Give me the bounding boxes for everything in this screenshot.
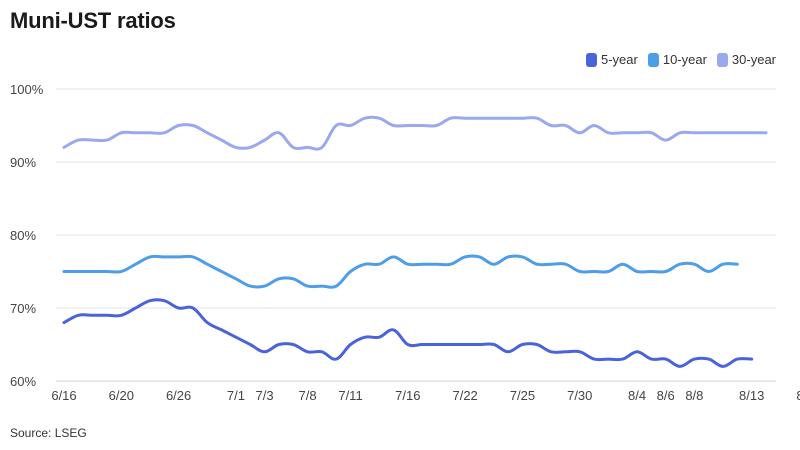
x-tick-label: 7/11 <box>338 388 362 403</box>
x-tick-label: 8/13 <box>739 388 764 403</box>
series-line-10-year <box>62 254 739 289</box>
y-tick-label: 80% <box>10 228 36 243</box>
x-tick-label: 7/16 <box>395 388 420 403</box>
series-line-30-year <box>62 115 768 151</box>
x-tick-label: 6/16 <box>51 388 76 403</box>
x-tick-label: 8/6 <box>657 388 675 403</box>
source-note: Source: LSEG <box>10 426 87 440</box>
y-tick-label: 100% <box>10 82 44 97</box>
x-tick-label: 8/4 <box>628 388 646 403</box>
x-tick-label: 8/8 <box>685 388 703 403</box>
legend-swatch <box>716 52 728 67</box>
x-tick-label: 6/20 <box>109 388 134 403</box>
legend-item-10-year: 10-year <box>647 52 707 67</box>
y-tick-label: 60% <box>10 374 36 389</box>
legend-item-30-year: 30-year <box>716 52 776 67</box>
legend-item-5-year: 5-year <box>585 52 638 67</box>
y-tick-label: 70% <box>10 301 36 316</box>
legend-label: 30-year <box>731 52 776 67</box>
x-tick-label: 7/1 <box>227 388 245 403</box>
x-tick-label: 7/30 <box>567 388 592 403</box>
legend-label: 10-year <box>662 52 707 67</box>
legend-label: 5-year <box>600 52 638 67</box>
chart-legend: 5-year 10-year 30-year <box>585 52 776 67</box>
x-tick-label: 8/18 <box>796 388 800 403</box>
x-tick-label: 7/25 <box>510 388 535 403</box>
series-line-5-year <box>62 298 754 368</box>
x-tick-label: 7/8 <box>299 388 317 403</box>
legend-swatch <box>585 52 597 67</box>
x-tick-label: 7/22 <box>452 388 477 403</box>
y-tick-label: 90% <box>10 155 36 170</box>
x-tick-label: 6/26 <box>166 388 191 403</box>
x-tick-label: 7/3 <box>256 388 274 403</box>
chart-title: Muni-UST ratios <box>10 8 176 33</box>
legend-swatch <box>647 52 659 67</box>
